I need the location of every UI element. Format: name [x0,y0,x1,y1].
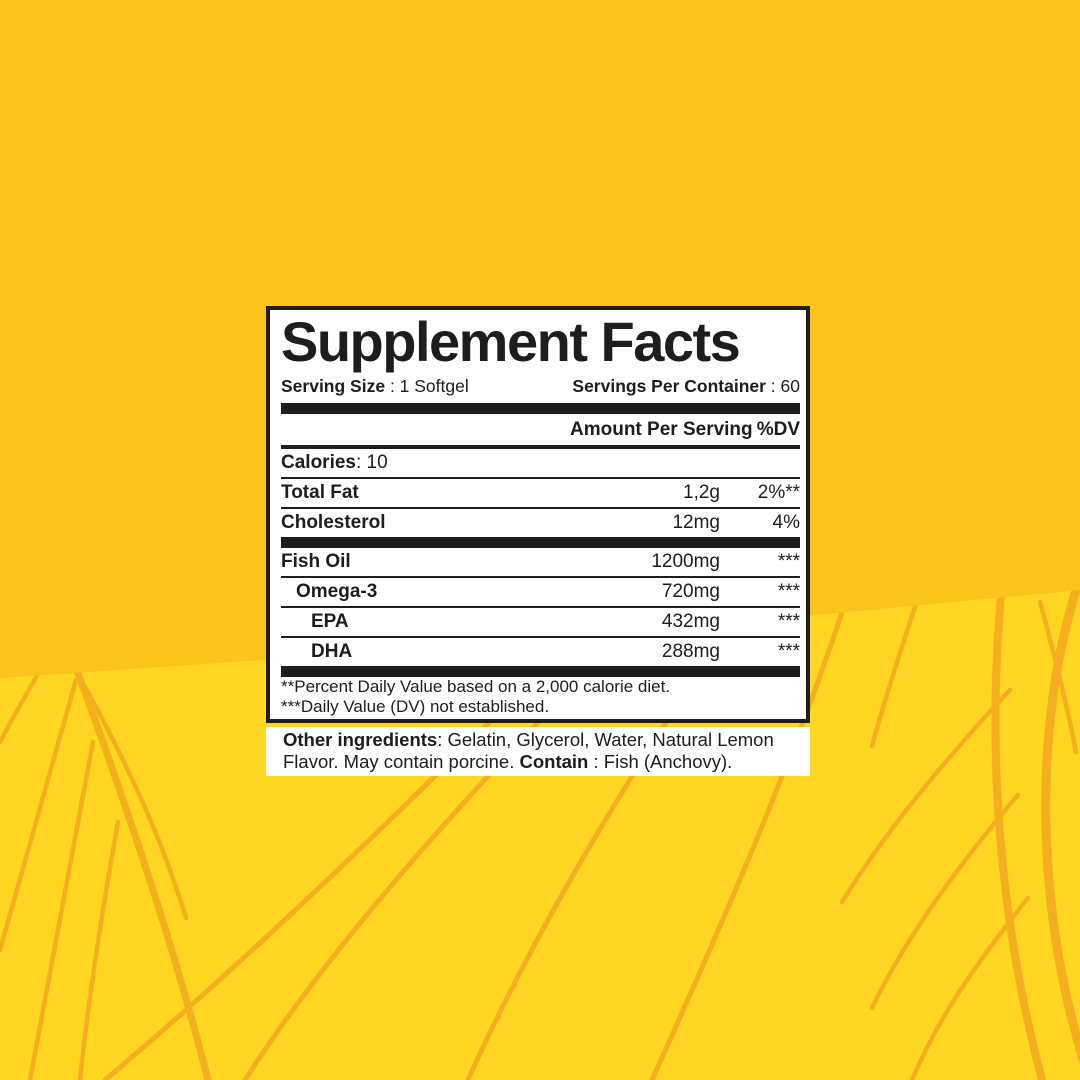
table-row: Fish Oil 1200mg *** [281,548,800,576]
medium-divider [281,445,800,449]
thick-divider [281,666,800,677]
table-row: Omega-3 720mg *** [281,578,800,606]
dv-column-header: %DV [756,418,800,440]
thin-divider [281,507,800,509]
serving-size-label: Serving Size [281,376,386,396]
table-row: DHA 288mg *** [281,638,800,666]
other-ingredients-line-2: Flavor. May contain porcine. Contain : F… [283,751,810,773]
servings-per-container: Servings Per Container : 60 [572,376,800,397]
nutrient-amount: 720mg [661,581,720,602]
other-ingredients-list: : Gelatin, Glycerol, Water, Natural Lemo… [437,729,774,750]
other-ingredients-strip: Other ingredients: Gelatin, Glycerol, Wa… [266,727,810,776]
amount-column-header: Amount Per Serving [570,418,753,440]
nutrient-dv: *** [777,641,800,662]
nutrient-label: Cholesterol [281,512,386,533]
footnote-percent-dv: **Percent Daily Value based on a 2,000 c… [281,677,671,696]
thin-divider [281,477,800,479]
calories-value: : 10 [355,452,388,473]
nutrient-amount: 12mg [672,512,720,533]
nutrient-label: Omega-3 [296,581,378,602]
nutrient-amount: 1,2g [683,482,720,503]
serving-size: Serving Size : 1 Softgel [281,376,469,397]
other-ingredients-list-continued: Flavor. May contain porcine. [283,751,520,772]
nutrient-amount: 432mg [661,611,720,632]
column-header-row: Amount Per Serving %DV [281,414,800,445]
panel-title: Supplement Facts [281,310,741,373]
nutrient-dv: *** [777,551,800,572]
nutrient-amount: 288mg [661,641,720,662]
serving-info-row: Serving Size : 1 Softgel Servings Per Co… [281,376,800,397]
servings-per-container-label: Servings Per Container [572,376,766,396]
table-row: EPA 432mg *** [281,608,800,636]
nutrient-label: EPA [311,611,349,632]
nutrient-dv: 2%** [757,482,800,503]
thick-divider [281,537,800,548]
nutrient-label: DHA [311,641,353,662]
calories-row: Calories : 10 [281,449,800,477]
nutrient-amount: 1200mg [651,551,720,572]
table-row: Total Fat 1,2g 2%** [281,479,800,507]
thin-divider [281,636,800,638]
other-ingredients-line-1: Other ingredients: Gelatin, Glycerol, Wa… [283,729,810,751]
serving-size-value: : 1 Softgel [385,376,469,396]
nutrient-label: Total Fat [281,482,359,503]
table-row: Cholesterol 12mg 4% [281,509,800,537]
contain-value: : Fish (Anchovy). [588,751,733,772]
nutrient-dv: 4% [772,512,800,533]
thin-divider [281,576,800,578]
nutrient-label: Fish Oil [281,551,351,572]
nutrient-dv: *** [777,611,800,632]
supplement-facts-panel: Supplement Facts Serving Size : 1 Softge… [266,306,810,723]
footnote-dv-not-established: ***Daily Value (DV) not established. [281,697,550,716]
nutrient-dv: *** [777,581,800,602]
servings-per-container-value: : 60 [765,376,800,396]
contain-label: Contain [519,751,589,772]
other-ingredients-label: Other ingredients [283,729,438,750]
calories-label: Calories [281,452,356,473]
thick-divider [281,403,800,414]
thin-divider [281,606,800,608]
